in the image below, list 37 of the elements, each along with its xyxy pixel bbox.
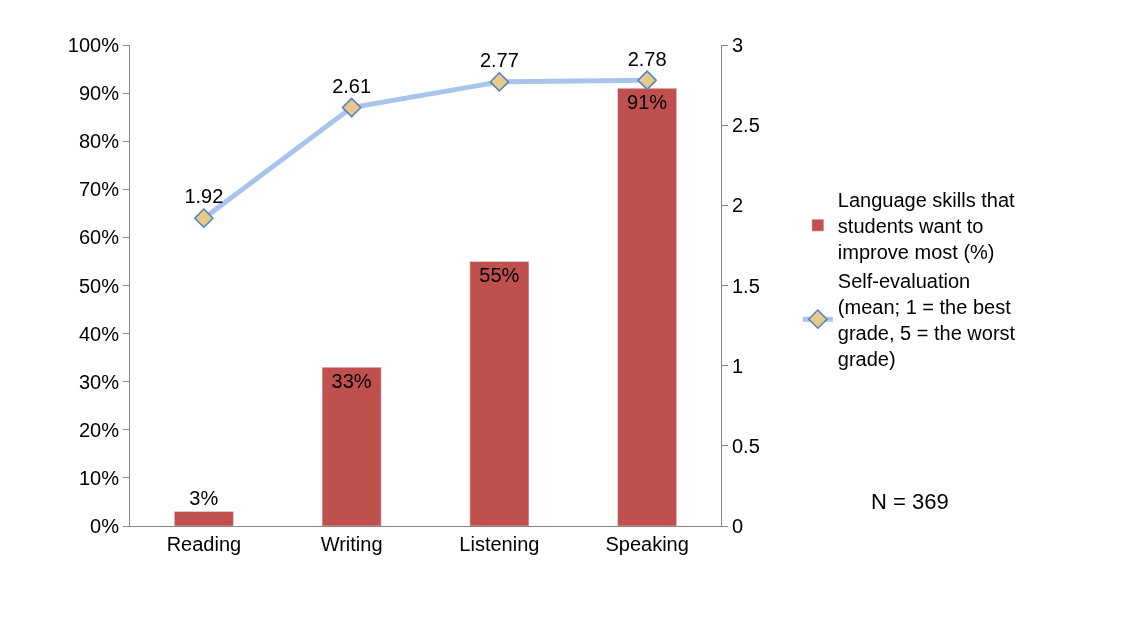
y-tick-label: 20% — [78, 418, 120, 441]
y-tick-label: 100% — [67, 34, 120, 56]
y-tick-label: 40% — [78, 322, 120, 345]
y-tick-label: 70% — [78, 178, 120, 201]
y2-tick-label: 0 — [732, 515, 744, 537]
y-tick-label: 60% — [78, 226, 120, 249]
bar — [617, 88, 677, 526]
data-label: 2.61 — [332, 74, 372, 97]
data-label: 1.92 — [184, 185, 224, 208]
bar — [174, 511, 234, 526]
x-tick-label: Writing — [320, 533, 383, 555]
bar — [321, 367, 382, 526]
legend-label: Self-evaluation (mean; 1 = the best grade, 5 = the worst grade) — [837, 269, 1016, 370]
x-tick-label: Listening — [459, 533, 540, 555]
y2-tick-label: 2.5 — [732, 114, 760, 137]
data-label: 55% — [479, 264, 520, 287]
data-label: 33% — [331, 370, 372, 393]
y-tick-label: 50% — [78, 274, 120, 297]
legend-label: Language skills that students want to improve most (%) — [837, 188, 1016, 263]
x-tick-label: Reading — [166, 533, 242, 555]
y-tick-label: 10% — [78, 466, 120, 489]
x-tick-label: Speaking — [605, 533, 689, 555]
y-tick-label: 90% — [78, 82, 120, 105]
y-tick-label: 0% — [90, 515, 120, 537]
y-tick-label: 30% — [78, 370, 120, 393]
data-label: 2.78 — [627, 47, 667, 70]
y2-tick-label: 2 — [732, 194, 744, 217]
y2-tick-label: 1.5 — [732, 274, 760, 297]
y-tick-label: 80% — [78, 130, 120, 153]
data-label: 3% — [189, 486, 219, 509]
text: N = 369 — [871, 489, 949, 514]
bar — [469, 261, 530, 526]
data-label: 91% — [627, 91, 668, 114]
y2-tick-label: 0.5 — [732, 434, 760, 457]
y2-tick-label: 3 — [732, 34, 744, 56]
data-label: 2.77 — [479, 49, 519, 72]
y2-tick-label: 1 — [732, 354, 744, 377]
